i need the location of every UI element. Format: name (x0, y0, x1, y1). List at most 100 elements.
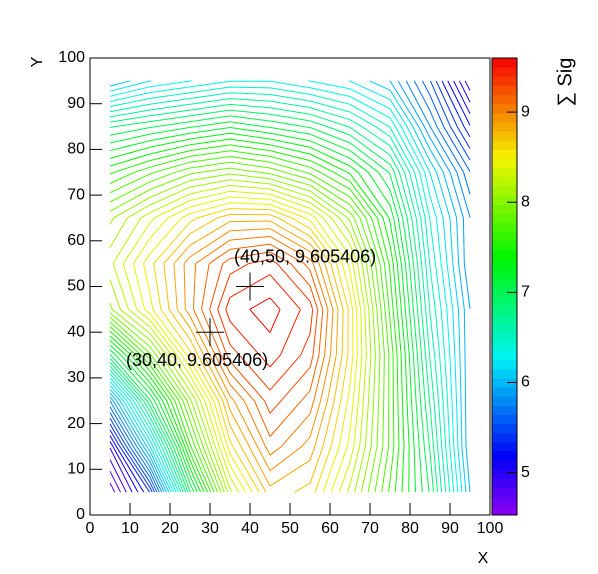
contour-line (109, 80, 471, 493)
colorbar-cell (492, 67, 517, 77)
x-tick-label: 20 (161, 520, 179, 537)
colorbar-cell (492, 469, 517, 479)
contour-line (217, 259, 314, 391)
z-tick-label: 9 (521, 103, 530, 120)
colorbar-cell (492, 387, 517, 397)
contour-line (109, 482, 116, 493)
y-tick-label: 40 (67, 323, 85, 340)
y-tick-label: 70 (67, 186, 85, 203)
contour-line (109, 109, 434, 493)
contour-line (109, 80, 471, 493)
x-tick-label: 60 (321, 520, 339, 537)
marker-label: (30,40, 9.605406) (126, 350, 268, 370)
colorbar-cell (492, 121, 517, 132)
colorbar-cell (492, 167, 517, 178)
colorbar-cell (492, 304, 517, 315)
y-tick-label: 30 (67, 369, 85, 386)
contour-line (109, 92, 447, 493)
colorbar-cell (492, 240, 517, 251)
colorbar-cell (492, 204, 517, 214)
contour-line (109, 144, 400, 493)
contour-line (109, 80, 471, 493)
contour-line (109, 167, 381, 493)
x-tick-label: 0 (86, 520, 95, 537)
z-tick-label: 5 (521, 464, 530, 481)
y-tick-label: 20 (67, 415, 85, 432)
contour-line (249, 297, 281, 333)
contour-line (109, 80, 471, 493)
contour-line (109, 80, 467, 493)
contour-line (109, 127, 416, 493)
colorbar-cell (492, 286, 517, 297)
colorbar-cell (492, 76, 517, 86)
contour-line (183, 228, 334, 472)
colorbar-cell (492, 231, 517, 242)
colorbar-cell (492, 441, 517, 452)
colorbar-cell (492, 58, 517, 68)
contour-line (122, 190, 363, 493)
colorbar-cell (492, 487, 517, 498)
y-tick-label: 100 (58, 49, 85, 66)
x-tick-label: 70 (361, 520, 379, 537)
contour-line (109, 80, 471, 493)
colorbar-cell (492, 478, 517, 489)
colorbar-cell (492, 423, 517, 434)
y-tick-label: 60 (67, 232, 85, 249)
colorbar-cell (492, 195, 517, 205)
contour-line (163, 213, 344, 493)
contour-line (109, 80, 471, 493)
marker-label: (40,50, 9.605406) (234, 246, 376, 266)
contour-line (109, 80, 471, 493)
colorbar-cell (492, 405, 517, 415)
contour-line (109, 161, 385, 493)
contour-line (109, 470, 121, 493)
contour-line (109, 138, 405, 493)
contour-line (109, 80, 459, 493)
contour-line (109, 132, 410, 493)
colorbar-cell (492, 451, 517, 461)
colorbar-cell (492, 277, 517, 287)
contour-lines (109, 80, 471, 493)
contour-line (109, 80, 471, 493)
contour-line (109, 115, 430, 493)
colorbar-cell (492, 323, 517, 333)
marker (196, 318, 224, 347)
contour-line (109, 103, 438, 493)
colorbar-cell (492, 185, 517, 196)
contour-line (109, 80, 463, 493)
contour-line (112, 185, 367, 493)
x-tick-label: 80 (401, 520, 419, 537)
colorbar-cell (492, 341, 517, 351)
colorbar-cell (492, 213, 517, 224)
contour-line (109, 80, 471, 493)
colorbar-frame (491, 57, 518, 516)
contour-line (173, 220, 339, 487)
colorbar-cell (492, 158, 517, 169)
x-axis-title: X (478, 550, 489, 567)
y-tick-label: 0 (76, 506, 85, 523)
contour-line (109, 156, 390, 493)
colorbar-cell (492, 249, 517, 260)
contour-line (109, 80, 471, 493)
colorbar-cell (492, 414, 517, 425)
contour-line (132, 196, 358, 493)
colorbar-cell (492, 377, 517, 388)
contour-line (109, 150, 395, 493)
colorbar-cell (492, 222, 517, 233)
colorbar-cell (492, 176, 517, 187)
x-tick-label: 30 (201, 520, 219, 537)
marker (236, 272, 264, 301)
contour-line (109, 179, 372, 493)
y-axis-title: Y (29, 56, 46, 67)
colorbar-cell (492, 112, 517, 123)
colorbar-cell (492, 359, 517, 370)
z-tick-label: 7 (521, 284, 530, 301)
colorbar-cell (492, 505, 517, 516)
contour-line (109, 86, 451, 493)
colorbar-cell (492, 460, 517, 470)
contour-line (109, 98, 443, 493)
z-tick-label: 6 (521, 374, 530, 391)
contour-line (109, 173, 376, 493)
contour-line (109, 121, 423, 493)
